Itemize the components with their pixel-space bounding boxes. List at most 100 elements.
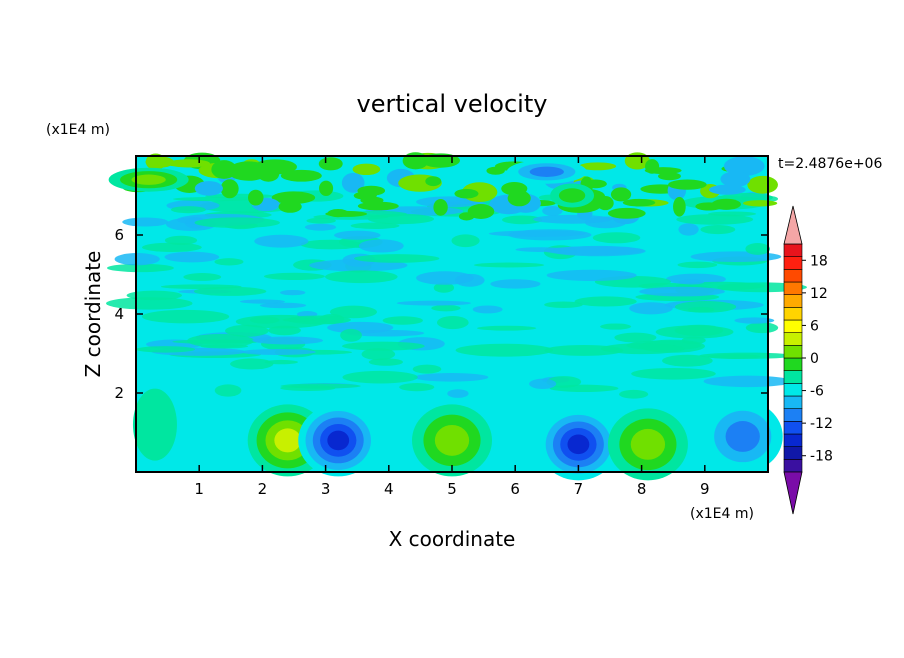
field-texture bbox=[304, 223, 337, 231]
field-texture bbox=[126, 290, 183, 301]
field-texture bbox=[248, 189, 264, 206]
field-texture bbox=[644, 167, 682, 174]
field-texture bbox=[412, 364, 442, 374]
field-texture bbox=[361, 348, 396, 361]
field-texture bbox=[357, 185, 386, 196]
y-tick-label: 6 bbox=[114, 226, 124, 244]
field-texture bbox=[340, 328, 362, 342]
field-texture bbox=[490, 279, 541, 289]
colorbar-bin bbox=[783, 408, 803, 422]
field-texture bbox=[600, 323, 632, 330]
field-texture bbox=[723, 156, 765, 176]
field-texture bbox=[342, 370, 418, 384]
field-texture bbox=[164, 251, 220, 263]
y-tick-label: 2 bbox=[114, 384, 124, 402]
field-texture bbox=[367, 213, 435, 225]
field-texture bbox=[677, 261, 718, 269]
field-texture bbox=[436, 315, 469, 330]
field-texture bbox=[278, 200, 302, 213]
field-texture bbox=[214, 258, 244, 266]
colorbar-bin bbox=[783, 433, 803, 447]
contour-feature-6 bbox=[725, 421, 760, 452]
field-texture bbox=[416, 271, 474, 285]
colorbar-bin bbox=[783, 345, 803, 359]
field-texture bbox=[610, 187, 632, 202]
colorbar: 18 12 6 0 -6 -12 -18 bbox=[783, 205, 833, 515]
x-tick-label: 7 bbox=[574, 480, 584, 498]
field-texture bbox=[699, 352, 794, 359]
field-texture bbox=[579, 162, 617, 171]
field-texture bbox=[631, 367, 716, 380]
field-texture bbox=[106, 263, 174, 273]
contour-feature-2 bbox=[327, 430, 350, 451]
contour-field bbox=[106, 152, 807, 481]
field-texture bbox=[325, 270, 398, 284]
field-texture bbox=[280, 169, 322, 182]
field-texture bbox=[720, 171, 751, 188]
field-texture bbox=[614, 332, 657, 343]
field-texture bbox=[502, 215, 543, 225]
field-texture bbox=[264, 272, 325, 281]
field-texture bbox=[145, 156, 175, 168]
x-axis-ticks: 1 2 3 4 5 6 7 8 9 bbox=[194, 156, 710, 498]
colorbar-tick-label: -12 bbox=[810, 416, 833, 432]
field-texture bbox=[194, 181, 223, 196]
field-texture bbox=[114, 253, 160, 266]
colorbar-tick-label: 6 bbox=[810, 318, 819, 334]
field-texture bbox=[259, 302, 307, 309]
field-texture bbox=[433, 282, 455, 293]
field-texture bbox=[658, 172, 681, 181]
field-texture bbox=[473, 262, 545, 268]
x-tick-label: 4 bbox=[384, 480, 394, 498]
field-texture bbox=[747, 175, 778, 194]
x-tick-label: 8 bbox=[637, 480, 647, 498]
field-texture bbox=[416, 196, 482, 208]
field-texture bbox=[734, 317, 775, 324]
colorbar-bin bbox=[783, 281, 803, 295]
field-texture bbox=[673, 196, 686, 217]
field-texture bbox=[655, 325, 734, 339]
field-texture bbox=[529, 378, 557, 389]
y-unit-label: (x1E4 m) bbox=[46, 122, 110, 138]
field-texture bbox=[743, 200, 778, 207]
field-texture bbox=[501, 182, 528, 196]
colorbar-bin bbox=[783, 395, 803, 409]
contour-feature-3 bbox=[434, 424, 470, 456]
colorbar-bin bbox=[783, 357, 803, 371]
field-texture bbox=[141, 309, 230, 324]
field-texture bbox=[709, 184, 746, 195]
colorbar-bin bbox=[783, 319, 803, 333]
field-texture bbox=[382, 316, 423, 325]
x-tick-label: 5 bbox=[447, 480, 457, 498]
chart-title: vertical velocity bbox=[357, 90, 548, 118]
field-texture bbox=[318, 157, 343, 171]
field-texture bbox=[193, 286, 267, 296]
field-texture bbox=[122, 217, 169, 227]
x-tick-label: 2 bbox=[258, 480, 268, 498]
field-texture bbox=[447, 389, 469, 398]
contour-feature-5 bbox=[630, 428, 666, 460]
field-texture bbox=[280, 289, 306, 296]
field-texture bbox=[662, 354, 713, 367]
colorbar-tick-label: 18 bbox=[810, 253, 828, 269]
colorbar-bin bbox=[783, 256, 803, 270]
colorbar-bin bbox=[783, 243, 803, 257]
field-texture bbox=[399, 383, 435, 392]
field-texture bbox=[703, 375, 793, 388]
field-texture bbox=[431, 304, 461, 312]
field-texture bbox=[676, 180, 690, 190]
field-texture bbox=[352, 163, 381, 176]
colorbar-bin bbox=[783, 332, 803, 346]
field-texture bbox=[187, 333, 255, 348]
field-texture bbox=[414, 372, 489, 382]
x-unit-label: (x1E4 m) bbox=[690, 506, 754, 522]
contour-feature-0 bbox=[132, 388, 177, 461]
colorbar-tick-label: -6 bbox=[810, 384, 824, 400]
field-texture bbox=[354, 254, 440, 263]
field-texture bbox=[711, 198, 741, 210]
field-texture bbox=[282, 317, 314, 323]
field-texture bbox=[142, 242, 202, 253]
colorbar-tick-label: 0 bbox=[810, 351, 819, 367]
field-texture bbox=[249, 316, 280, 324]
